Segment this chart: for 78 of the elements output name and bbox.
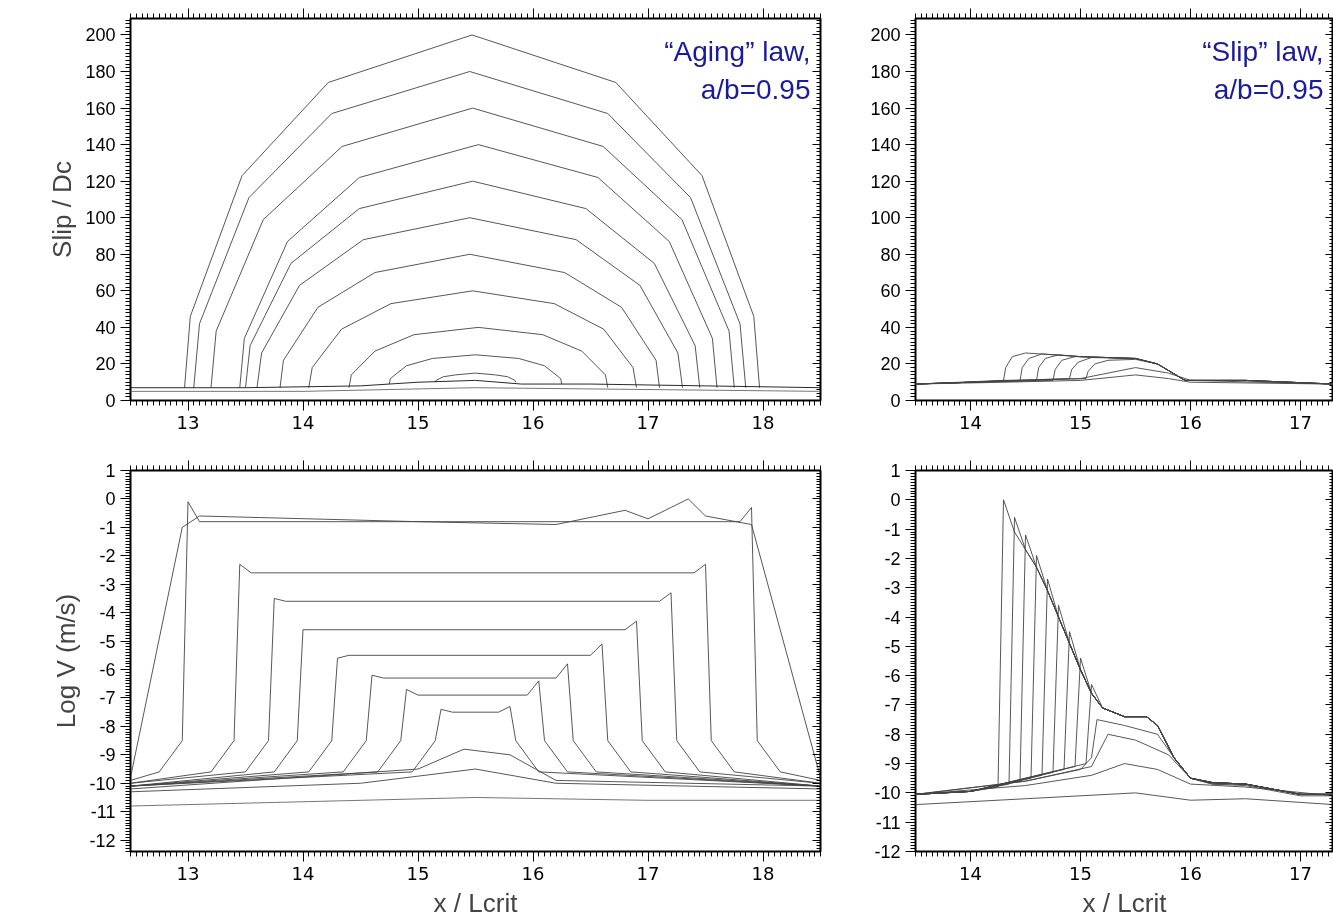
y-tick-label: -9 [884,754,901,775]
y-tick-label: -8 [884,724,901,745]
x-tick-label: 15 [1069,411,1092,433]
x-tick-label: 17 [636,411,660,433]
x-tick-label: 14 [291,862,315,884]
y-tick-label: -7 [99,688,116,709]
y-tick-label: -11 [875,812,901,833]
y-tick-label: 160 [85,98,116,119]
y-tick-label: 40 [880,317,901,338]
y-tick-label: -6 [99,660,116,681]
y-tick-label: -2 [884,548,901,569]
y-tick-label: -2 [99,546,116,567]
y-tick-label: 20 [95,354,116,375]
y-axis-title: Slip / Dc [47,161,78,258]
x-tick-label: 13 [176,411,200,433]
x-tick-label: 17 [1289,862,1312,884]
y-tick-label: 200 [870,25,901,46]
y-tick-label: 120 [85,171,116,192]
y-tick-label: 160 [870,98,901,119]
y-tick-label: 140 [85,135,116,156]
x-tick-label: 14 [291,411,315,433]
y-tick-label: -7 [884,695,901,716]
y-tick-label: -5 [884,636,901,657]
y-tick-label: -6 [884,666,901,687]
y-tick-label: -4 [99,603,116,624]
x-tick-label: 18 [751,862,775,884]
y-tick-label: 180 [870,62,901,82]
x-tick-label: 16 [521,411,545,433]
y-tick-label: 0 [105,489,116,510]
x-axis-title: x / Lcrit [433,887,519,918]
y-tick-label: -9 [99,745,116,766]
x-tick-label: 17 [1289,411,1312,433]
y-tick-label: -11 [90,802,116,823]
y-tick-label: -3 [884,578,901,599]
y-tick-label: 20 [880,354,901,375]
x-tick-label: 16 [1179,862,1202,884]
y-tick-label: 100 [85,208,116,229]
x-axis-title: x / Lcrit [1082,887,1168,918]
y-tick-label: -12 [89,830,116,851]
y-tick-label: -4 [884,607,901,628]
y-tick-label: 0 [105,391,116,411]
y-tick-label: -10 [874,783,901,804]
y-tick-label: 80 [95,244,116,265]
y-tick-label: -1 [884,519,901,540]
x-tick-label: 18 [751,411,775,433]
y-tick-label: 40 [95,317,116,338]
x-tick-label: 15 [406,862,430,884]
x-tick-label: 15 [1069,862,1092,884]
y-tick-label: 120 [870,171,901,192]
y-tick-label: 200 [85,25,116,46]
annotation: a/b=0.95 [1213,73,1324,105]
y-tick-label: 0 [890,490,901,511]
x-tick-label: 14 [959,862,982,884]
y-tick-label: 1 [105,461,116,481]
y-tick-label: -5 [99,631,116,652]
y-tick-label: 80 [880,244,901,265]
annotation: “Aging” law, [664,35,811,67]
y-axis-title: Log V (m/s) [51,593,82,729]
x-tick-label: 15 [406,411,430,433]
y-tick-label: -10 [89,773,116,794]
y-tick-label: -3 [99,574,116,595]
y-tick-label: 140 [870,135,901,156]
y-tick-label: 0 [890,391,901,411]
x-tick-label: 16 [1179,411,1202,433]
y-tick-label: -12 [874,842,901,862]
y-tick-label: 60 [95,281,116,302]
annotation: “Slip” law, [1202,35,1324,67]
y-tick-label: -8 [99,716,116,737]
annotation: a/b=0.95 [700,73,811,105]
x-tick-label: 16 [521,862,545,884]
y-tick-label: -1 [99,517,116,538]
x-tick-label: 14 [959,411,982,433]
y-tick-label: 1 [890,461,901,481]
y-tick-label: 60 [880,281,901,302]
y-tick-label: 180 [85,62,116,82]
x-tick-label: 13 [176,862,200,884]
x-tick-label: 17 [636,862,660,884]
y-tick-label: 100 [870,208,901,229]
